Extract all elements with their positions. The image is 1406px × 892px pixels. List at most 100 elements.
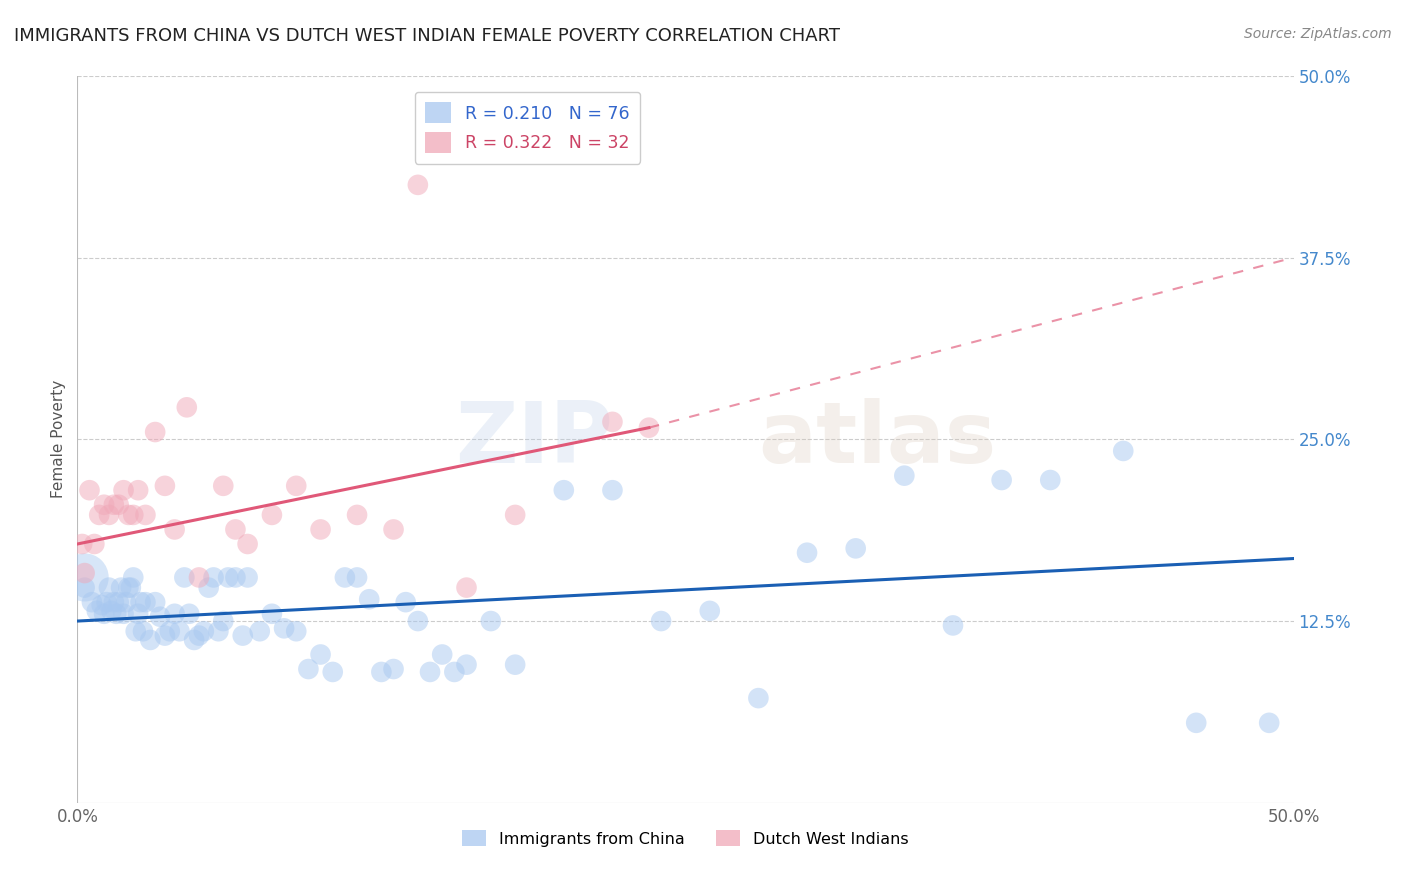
Point <box>650 614 672 628</box>
Point <box>382 523 405 537</box>
Point <box>105 607 128 621</box>
Point <box>149 609 172 624</box>
Point <box>638 420 661 434</box>
Point <box>153 629 176 643</box>
Point <box>456 581 478 595</box>
Text: atlas: atlas <box>758 398 997 481</box>
Point <box>143 425 166 439</box>
Point <box>125 624 148 639</box>
Point <box>134 595 156 609</box>
Text: Source: ZipAtlas.com: Source: ZipAtlas.com <box>1244 27 1392 41</box>
Point <box>89 508 111 522</box>
Point <box>260 607 283 621</box>
Point <box>503 508 526 522</box>
Point <box>893 468 915 483</box>
Point <box>346 570 368 584</box>
Point <box>73 570 96 584</box>
Point <box>129 595 152 609</box>
Point <box>90 598 112 612</box>
Point <box>796 546 818 560</box>
Point <box>183 632 205 647</box>
Point <box>169 624 191 639</box>
Point <box>1185 715 1208 730</box>
Point <box>97 508 120 522</box>
Point <box>1112 444 1135 458</box>
Point <box>309 648 332 662</box>
Point <box>370 665 392 679</box>
Point <box>197 581 219 595</box>
Point <box>107 595 129 609</box>
Point <box>212 614 235 628</box>
Point <box>232 629 254 643</box>
Point <box>122 508 145 522</box>
Point <box>395 595 418 609</box>
Point <box>70 537 93 551</box>
Point <box>990 473 1012 487</box>
Point <box>479 614 502 628</box>
Point <box>93 498 115 512</box>
Point <box>96 595 118 609</box>
Legend: Immigrants from China, Dutch West Indians: Immigrants from China, Dutch West Indian… <box>456 823 915 853</box>
Point <box>260 508 283 522</box>
Point <box>117 508 139 522</box>
Point <box>163 607 186 621</box>
Point <box>224 570 246 584</box>
Point <box>110 581 132 595</box>
Point <box>73 581 96 595</box>
Point <box>193 624 215 639</box>
Point <box>942 618 965 632</box>
Point <box>97 581 120 595</box>
Point <box>163 523 186 537</box>
Point <box>553 483 575 498</box>
Point <box>845 541 868 556</box>
Point <box>1258 715 1281 730</box>
Point <box>93 607 115 621</box>
Point <box>419 665 441 679</box>
Point <box>217 570 239 584</box>
Point <box>122 570 145 584</box>
Point <box>456 657 478 672</box>
Point <box>346 508 368 522</box>
Y-axis label: Female Poverty: Female Poverty <box>51 380 66 499</box>
Point <box>285 479 308 493</box>
Point <box>127 483 149 498</box>
Point <box>73 566 96 580</box>
Point <box>207 624 229 639</box>
Point <box>188 570 211 584</box>
Text: ZIP: ZIP <box>454 398 613 481</box>
Point <box>699 604 721 618</box>
Point <box>134 508 156 522</box>
Point <box>143 595 166 609</box>
Point <box>153 479 176 493</box>
Point <box>322 665 344 679</box>
Point <box>117 581 139 595</box>
Point <box>309 523 332 537</box>
Point <box>249 624 271 639</box>
Point <box>602 483 624 498</box>
Point <box>115 595 138 609</box>
Point <box>139 632 162 647</box>
Point <box>747 691 769 706</box>
Point <box>127 607 149 621</box>
Text: IMMIGRANTS FROM CHINA VS DUTCH WEST INDIAN FEMALE POVERTY CORRELATION CHART: IMMIGRANTS FROM CHINA VS DUTCH WEST INDI… <box>14 27 839 45</box>
Point <box>224 523 246 537</box>
Point <box>107 498 129 512</box>
Point <box>236 537 259 551</box>
Point <box>1039 473 1062 487</box>
Point <box>406 178 429 192</box>
Point <box>173 570 195 584</box>
Point <box>602 415 624 429</box>
Point <box>80 595 103 609</box>
Point <box>159 624 181 639</box>
Point <box>79 483 101 498</box>
Point <box>112 483 135 498</box>
Point <box>86 604 108 618</box>
Point <box>333 570 356 584</box>
Point <box>430 648 453 662</box>
Point <box>212 479 235 493</box>
Point <box>100 604 122 618</box>
Point <box>503 657 526 672</box>
Point <box>297 662 319 676</box>
Point <box>83 537 105 551</box>
Point <box>443 665 465 679</box>
